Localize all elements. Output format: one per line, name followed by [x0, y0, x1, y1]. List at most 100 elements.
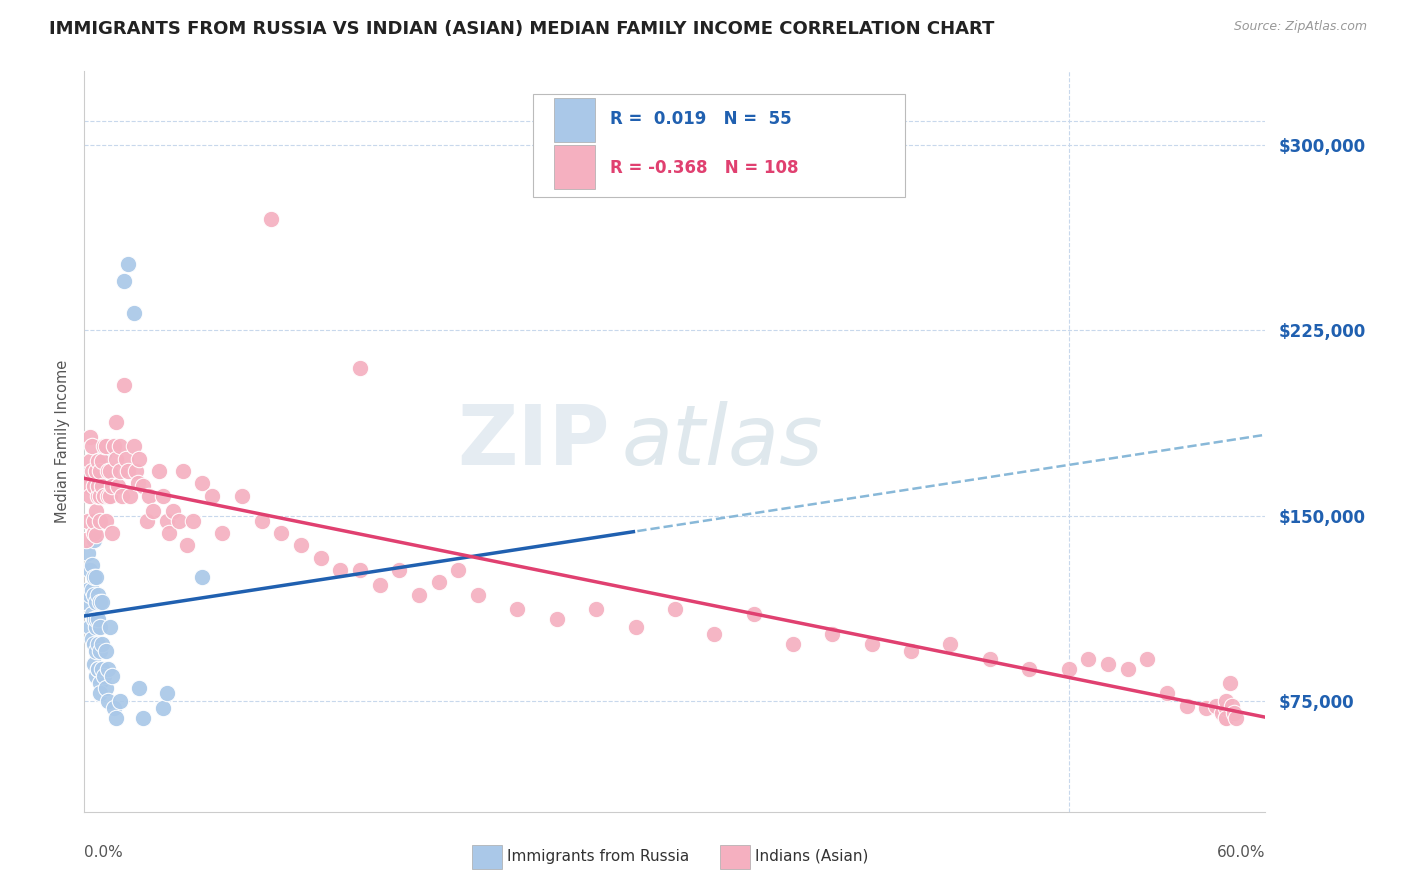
Point	[77, 479, 100, 493]
Point	[77, 582, 100, 597]
Point	[93, 669, 115, 683]
Point	[152, 489, 174, 503]
Point	[83, 612, 105, 626]
Point	[112, 377, 135, 392]
Point	[117, 464, 139, 478]
Point	[104, 711, 127, 725]
Point	[83, 637, 105, 651]
Point	[1215, 694, 1237, 708]
Point	[860, 637, 883, 651]
Text: Indians (Asian): Indians (Asian)	[755, 848, 869, 863]
Point	[98, 489, 121, 503]
Point	[156, 686, 179, 700]
Point	[1205, 698, 1227, 713]
Point	[211, 525, 233, 540]
Point	[83, 525, 105, 540]
Point	[84, 644, 107, 658]
Point	[900, 644, 922, 658]
Point	[79, 619, 101, 633]
Point	[79, 489, 101, 503]
Point	[546, 612, 568, 626]
Point	[270, 525, 292, 540]
Point	[742, 607, 765, 622]
Point	[506, 602, 529, 616]
Y-axis label: Median Family Income: Median Family Income	[55, 359, 70, 524]
Point	[162, 503, 184, 517]
Point	[979, 651, 1001, 665]
Point	[75, 595, 97, 609]
Point	[84, 503, 107, 517]
Point	[172, 464, 194, 478]
Point	[89, 644, 111, 658]
Point	[107, 479, 129, 493]
Point	[122, 306, 145, 320]
Point	[84, 669, 107, 683]
Point	[408, 588, 430, 602]
Point	[132, 479, 155, 493]
Point	[157, 525, 180, 540]
Point	[104, 451, 127, 466]
Point	[84, 570, 107, 584]
Point	[87, 489, 110, 503]
Point	[368, 577, 391, 591]
Point	[122, 440, 145, 454]
Point	[1225, 711, 1247, 725]
Point	[89, 514, 111, 528]
Point	[148, 464, 170, 478]
Point	[82, 464, 104, 478]
Point	[103, 440, 125, 454]
Point	[585, 602, 607, 616]
Point	[87, 479, 110, 493]
Point	[91, 662, 114, 676]
Point	[82, 440, 104, 454]
Point	[83, 570, 105, 584]
Point	[181, 514, 204, 528]
Point	[93, 440, 115, 454]
Point	[108, 694, 131, 708]
Point	[82, 558, 104, 572]
Point	[309, 550, 332, 565]
Point	[191, 570, 214, 584]
Point	[1215, 711, 1237, 725]
Point	[1116, 662, 1139, 676]
Point	[1018, 662, 1040, 676]
Point	[128, 451, 150, 466]
Point	[77, 545, 100, 560]
Point	[108, 440, 131, 454]
Point	[117, 257, 139, 271]
Point	[83, 657, 105, 671]
Point	[1220, 698, 1243, 713]
Point	[79, 588, 101, 602]
Point	[703, 627, 725, 641]
Point	[114, 451, 136, 466]
Point	[84, 612, 107, 626]
Point	[349, 563, 371, 577]
Point	[467, 588, 489, 602]
Point	[87, 637, 110, 651]
Point	[82, 632, 104, 646]
Point	[87, 612, 110, 626]
Point	[79, 454, 101, 468]
Point	[136, 514, 159, 528]
Point	[97, 464, 120, 478]
Point	[77, 514, 100, 528]
Point	[94, 440, 117, 454]
Point	[821, 627, 844, 641]
Point	[101, 479, 124, 493]
FancyBboxPatch shape	[533, 94, 905, 197]
Point	[112, 274, 135, 288]
Point	[782, 637, 804, 651]
Text: 60.0%: 60.0%	[1218, 845, 1265, 860]
Point	[624, 619, 647, 633]
Point	[427, 575, 450, 590]
Point	[1215, 711, 1237, 725]
Text: 0.0%: 0.0%	[84, 845, 124, 860]
Point	[83, 588, 105, 602]
Text: ZIP: ZIP	[457, 401, 610, 482]
Point	[84, 619, 107, 633]
Point	[97, 662, 120, 676]
Text: Source: ZipAtlas.com: Source: ZipAtlas.com	[1233, 20, 1367, 33]
Point	[142, 503, 165, 517]
Point	[1223, 706, 1246, 720]
Point	[101, 669, 124, 683]
